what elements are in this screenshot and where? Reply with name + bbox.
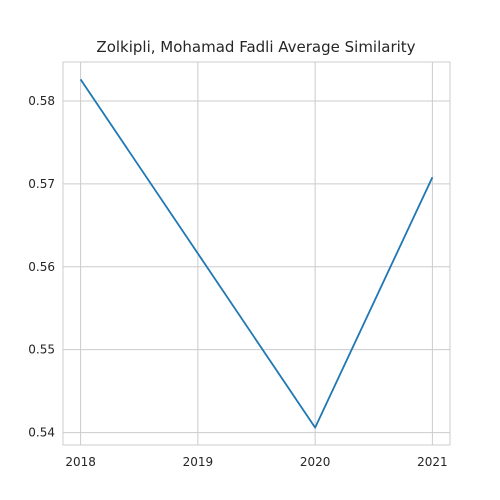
series-line	[79, 78, 434, 429]
y-tick-label: 0.54	[28, 426, 55, 440]
y-axis-tick-labels: 0.54 0.55 0.56 0.57 0.58	[28, 94, 55, 440]
x-tick-label: 2018	[65, 455, 96, 469]
x-tick-label: 2020	[300, 455, 331, 469]
x-tick-label: 2019	[183, 455, 214, 469]
x-axis-tick-labels: 2018 2019 2020 2021	[65, 455, 447, 469]
series-layer	[79, 78, 434, 429]
y-tick-label: 0.58	[28, 94, 55, 108]
plot-frame	[62, 61, 451, 446]
y-tick-label: 0.57	[28, 177, 55, 191]
chart-title: Zolkipli, Mohamad Fadli Average Similari…	[96, 38, 415, 56]
grid-lines	[63, 62, 450, 445]
y-tick-label: 0.56	[28, 260, 55, 274]
y-tick-label: 0.55	[28, 343, 55, 357]
x-tick-label: 2021	[417, 455, 448, 469]
